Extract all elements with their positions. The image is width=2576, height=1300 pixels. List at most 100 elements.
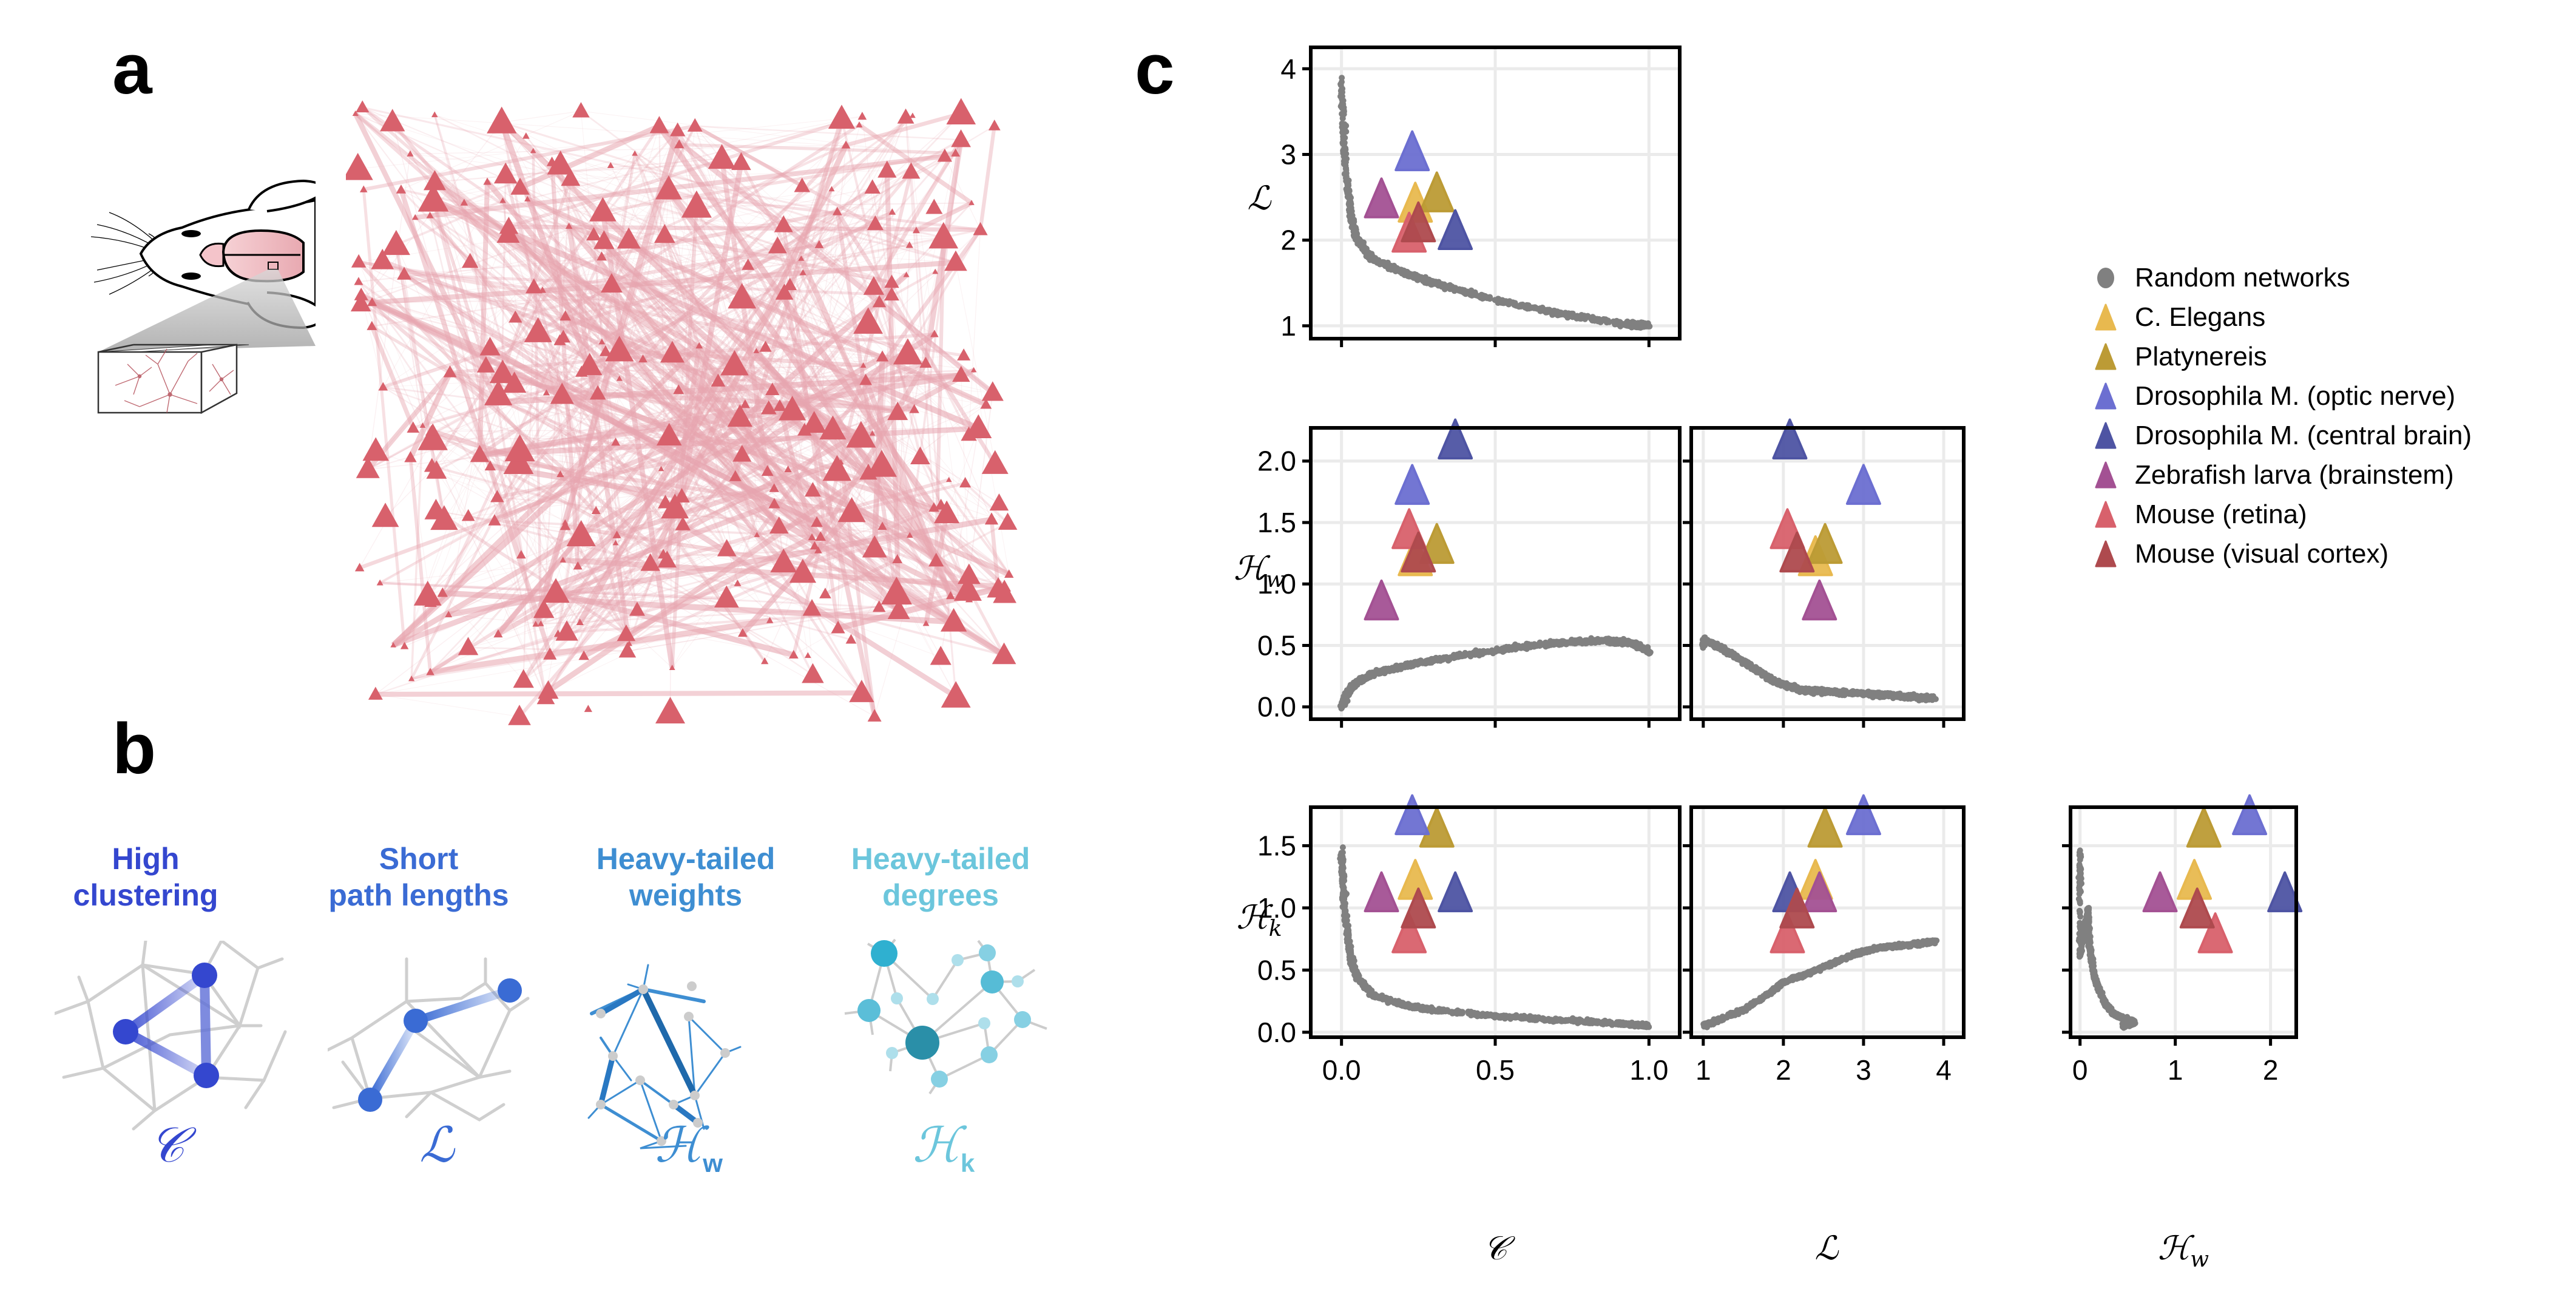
network-edge [694,126,802,259]
random-network-point [1410,662,1416,668]
y-tick-label: 3 [1280,138,1296,170]
random-network-point [1571,640,1578,646]
network-edge [677,130,969,591]
random-network-point [1340,141,1347,147]
network-edge [683,470,837,525]
network-edge [791,171,913,655]
network-edge [840,118,922,458]
random-network-point [1558,1017,1564,1023]
network-edge [485,123,860,367]
network-edge [367,322,868,470]
network-edge [508,158,722,235]
random-network-point [1498,1013,1505,1019]
random-network-point [1930,694,1936,701]
network-edge [448,614,541,625]
network-edge [515,317,735,365]
network-edge [831,428,999,590]
random-network-point [1493,1013,1499,1019]
random-network-point [1522,304,1529,311]
random-network-point [1398,268,1405,275]
network-edge [436,510,581,537]
y-tick-label: 0.5 [1257,954,1296,986]
network-edge [522,563,651,682]
tissue-cube [97,344,249,415]
network-edge [542,289,993,393]
mouse-eye-bottom [181,273,201,280]
network-edge [357,281,627,635]
random-network-point [1794,686,1800,692]
cerebrum [221,229,305,283]
network-edge [505,161,742,176]
random-network-point [1574,1018,1580,1024]
network-edge [580,110,603,342]
random-network-point [1638,645,1645,652]
random-network-point [1621,320,1628,327]
network-edge [602,151,956,213]
network-edge [496,291,786,636]
network-edge [634,153,784,226]
random-network-point [1351,966,1357,972]
network-edge [677,130,775,489]
network-edge [358,261,970,577]
network-edge [677,129,993,394]
network-edge [669,225,784,436]
network-edge [442,592,626,635]
network-edge [721,158,803,273]
random-network-point [1340,858,1347,865]
network-edge [430,215,665,236]
random-network-point [1533,1017,1540,1023]
network-edge [375,690,862,697]
network-edge [493,350,621,522]
random-network-point [1506,298,1513,305]
random-network-point [1339,75,1345,81]
network-edge [407,276,700,347]
network-edge [501,110,581,123]
network-edge [789,117,907,286]
network-edge [818,362,928,538]
network-edge [719,158,770,472]
network-edge [629,117,907,644]
random-network-point [1631,320,1637,327]
random-network-point [1569,310,1575,317]
network-edge [360,293,664,556]
mouse-ear-top [248,179,316,212]
random-network-point [1559,638,1565,645]
network-edge [433,116,862,201]
random-network-point [1339,884,1346,890]
network-edge [427,465,882,596]
network-edge [882,356,969,436]
y-tick-label: 0.0 [1257,1017,1296,1048]
random-network-point [1479,296,1486,302]
network-edge [375,694,520,717]
random-network-point [1352,681,1359,688]
random-network-point [1484,648,1491,654]
network-edge [434,158,722,183]
network-edge [442,130,678,594]
random-network-point [1438,283,1445,290]
network-edge [431,200,523,556]
y-tick-label: 2.0 [1257,445,1296,477]
network-edge [363,124,695,192]
network-edge [519,123,661,191]
network-edge [431,200,488,367]
random-network-point [1351,228,1358,234]
random-network-point [1590,315,1597,322]
network-edge [355,113,956,154]
y-tick-label: 0.0 [1257,691,1296,723]
network-edge [362,107,535,288]
network-edge [641,144,848,361]
random-network-point [1346,202,1353,209]
random-network-point [1428,1008,1435,1015]
network-edge [429,215,899,612]
network-edge [597,391,914,412]
random-network-point [1340,111,1347,118]
network-edge [367,153,635,470]
network-edge [501,122,935,334]
network-edge [410,457,431,603]
panel-b-label: b [112,709,157,789]
random-network-point [1340,900,1347,907]
random-network-point [1602,638,1609,644]
random-network-point [1754,668,1760,674]
network-edge [358,260,964,357]
network-edge [696,206,768,472]
